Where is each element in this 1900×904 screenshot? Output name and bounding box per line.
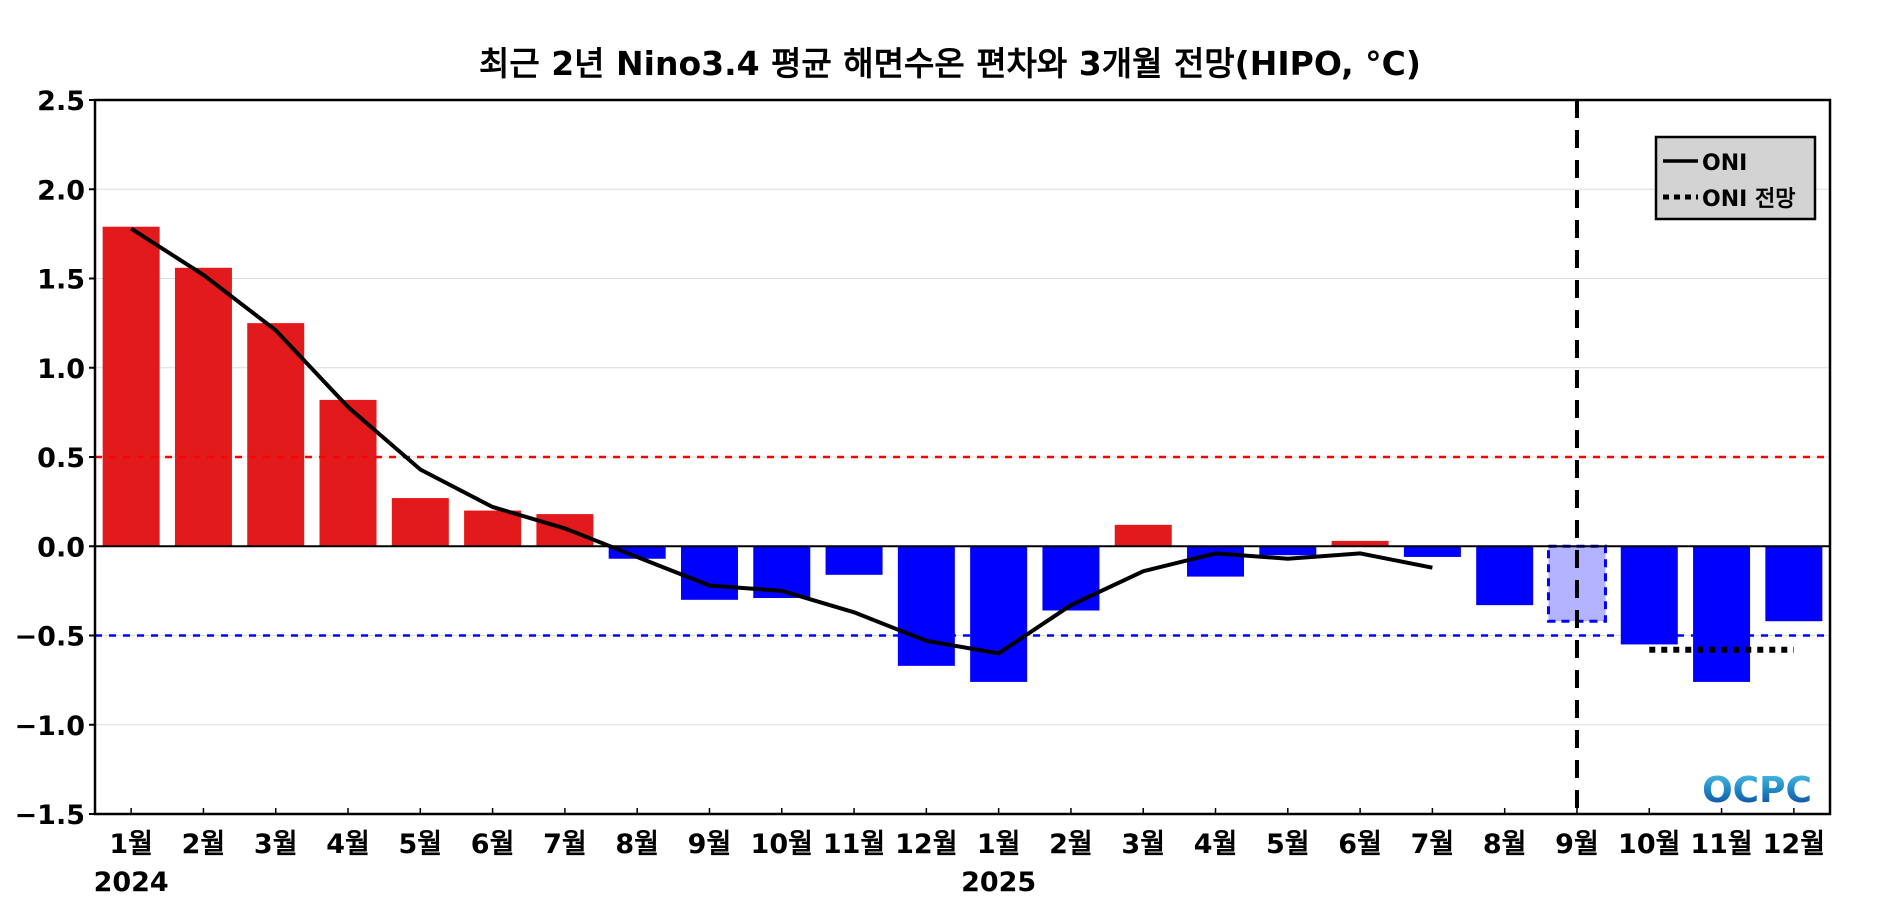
y-tick-label: 0.5 bbox=[37, 443, 85, 474]
bar bbox=[970, 546, 1028, 682]
x-tick-label: 6월 bbox=[471, 829, 515, 860]
bar bbox=[1114, 524, 1172, 547]
legend-label: ONI bbox=[1702, 151, 1747, 176]
chart-title: 최근 2년 Nino3.4 평균 해면수온 편차와 3개월 전망(HIPO, °… bbox=[479, 44, 1421, 83]
bar bbox=[1187, 546, 1245, 577]
bar bbox=[174, 267, 232, 547]
y-tick-label: 1.5 bbox=[37, 265, 85, 296]
bar bbox=[247, 323, 305, 547]
bar bbox=[680, 546, 738, 600]
x-tick-label: 9월 bbox=[688, 829, 732, 860]
x-tick-label: 3월 bbox=[254, 829, 298, 860]
x-tick-label: 11월 bbox=[823, 829, 885, 860]
y-tick-label: −0.5 bbox=[15, 622, 85, 653]
bar bbox=[1693, 546, 1751, 682]
x-tick-label: 2월 bbox=[182, 829, 226, 860]
bar bbox=[1331, 540, 1389, 547]
bar bbox=[464, 510, 522, 547]
x-tick-label: 4월 bbox=[326, 829, 370, 860]
x-tick-label: 1월 bbox=[977, 829, 1021, 860]
bar bbox=[1765, 546, 1823, 622]
y-tick-label: −1.5 bbox=[15, 800, 85, 831]
x-tick-label: 10월 bbox=[1618, 829, 1680, 860]
x-tick-label: 8월 bbox=[615, 829, 659, 860]
y-tick-label: 1.0 bbox=[37, 354, 85, 385]
x-tick-label: 12월 bbox=[895, 829, 957, 860]
year-label: 2024 bbox=[94, 867, 169, 898]
x-tick-label: 6월 bbox=[1338, 829, 1382, 860]
y-tick-label: −1.0 bbox=[15, 711, 85, 742]
x-tick-label: 7월 bbox=[543, 829, 587, 860]
x-tick-label: 4월 bbox=[1194, 829, 1238, 860]
x-tick-label: 5월 bbox=[1266, 829, 1310, 860]
bar bbox=[1476, 546, 1534, 606]
legend: ONI ONI 전망 bbox=[1654, 135, 1817, 221]
x-tick-label: 10월 bbox=[751, 829, 813, 860]
x-tick-label: 12월 bbox=[1763, 829, 1825, 860]
bar bbox=[897, 546, 955, 666]
x-tick-label: 3월 bbox=[1121, 829, 1165, 860]
y-tick-label: 0.0 bbox=[37, 532, 85, 563]
bar bbox=[1042, 546, 1100, 611]
year-label: 2025 bbox=[961, 867, 1036, 898]
y-tick-label: 2.0 bbox=[37, 175, 85, 206]
y-tick-label: 2.5 bbox=[37, 86, 85, 117]
oni-line bbox=[130, 226, 1433, 656]
bar bbox=[1620, 546, 1678, 645]
x-tick-label: 7월 bbox=[1411, 829, 1455, 860]
bar bbox=[1403, 546, 1461, 557]
bar bbox=[391, 498, 449, 547]
bar bbox=[825, 546, 883, 575]
x-tick-label: 8월 bbox=[1483, 829, 1527, 860]
legend-box bbox=[1654, 135, 1817, 221]
x-tick-label: 11월 bbox=[1690, 829, 1752, 860]
x-tick-label: 2월 bbox=[1049, 829, 1093, 860]
x-tick-label: 5월 bbox=[398, 829, 442, 860]
legend-label: ONI 전망 bbox=[1702, 187, 1795, 212]
x-tick-label: 1월 bbox=[109, 829, 153, 860]
ocpc-logo: OCPC bbox=[1702, 770, 1812, 811]
bar bbox=[1259, 546, 1317, 556]
x-tick-label: 9월 bbox=[1555, 829, 1599, 860]
bar bbox=[102, 226, 160, 547]
